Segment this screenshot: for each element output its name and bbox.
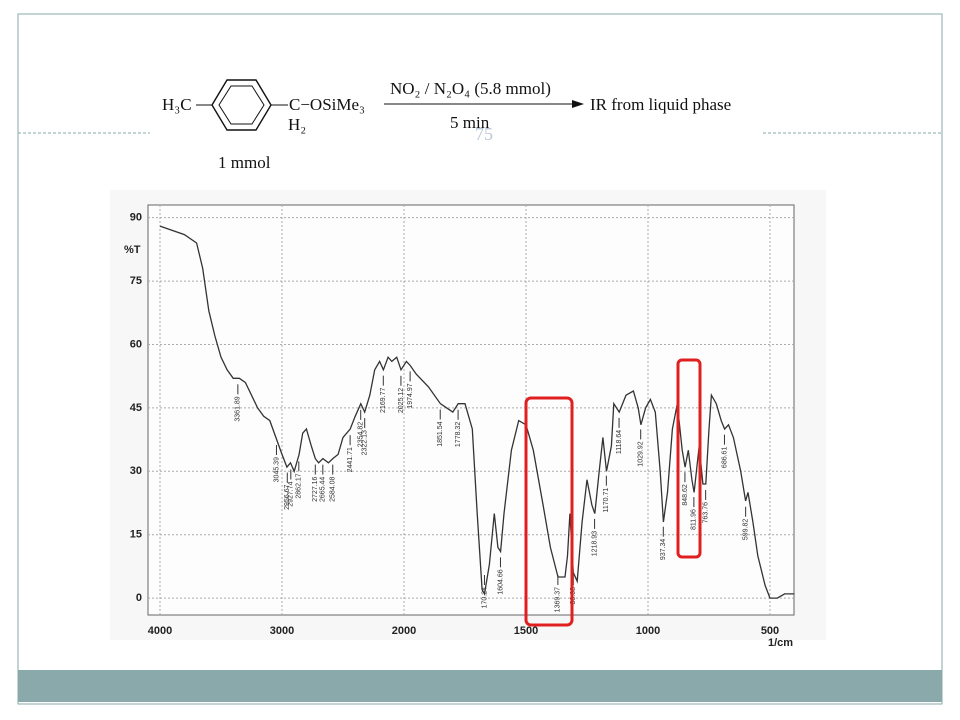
peak-label: 36.08 [570,587,577,605]
amount: 1 mmol [218,153,271,172]
spectrum-line [159,225,795,599]
peak-label: 2441.71 [347,447,354,472]
reactant: H₃C [162,95,192,114]
highlight-box [524,396,574,627]
peak-label: 937.34 [660,539,667,561]
peak-label: 2927.74 [288,481,295,506]
x-tick-label: 1500 [514,625,538,637]
product: IR from liquid phase [590,95,731,114]
peak-label: 1778.32 [455,422,462,447]
peak-label: 3361.89 [235,396,242,421]
peak-label: 3045.39 [273,457,280,482]
peak-label: 2025.12 [398,388,405,413]
peak-label: 599.82 [742,519,749,541]
y-tick-label: 60 [130,338,142,350]
peak-label: 2584.08 [330,477,337,502]
peak-label: 1118.64 [616,430,623,454]
peak-label: 811.96 [691,509,698,530]
peak-label: 2862.17 [296,473,303,498]
x-tick-label: 2000 [392,625,416,637]
y-axis-label: %T [124,244,141,256]
peak-label: 1029.92 [638,441,645,466]
peak-label: 2354.82 [358,422,365,447]
time: 5 min [450,113,490,132]
arrow-head [572,100,584,108]
y-tick-label: 30 [130,465,142,477]
peak-label: 1604.66 [497,569,504,594]
peak-label: 1974.97 [407,383,414,408]
highlight-box [676,358,702,559]
y-tick-label: 90 [130,212,142,224]
peak-label: 1851.54 [437,421,444,446]
x-axis-label: 1/cm [768,637,793,649]
peak-label: 2956.67 [284,484,291,509]
x-tick-label: 1000 [636,625,660,637]
peak-label: 1170.71 [603,488,610,513]
reagent: NO₂ / N₂O₄ (5.8 mmol) [390,79,551,98]
y-tick-label: 45 [130,402,142,414]
plot-area [147,204,795,616]
group: C−OSiMe₃ [289,95,365,114]
peak-label: 763.76 [702,502,709,524]
peak-label: 686.61 [721,447,728,469]
peak-label: 1369.37 [555,587,562,612]
page-number: 75 [475,124,493,144]
peak-label: 2665.44 [320,477,327,502]
scheme-bg [150,70,762,180]
footer-band [18,670,942,702]
y-tick-label: 75 [130,275,142,287]
peak-label: 2727.16 [312,476,319,501]
x-tick-label: 3000 [270,625,294,637]
y-tick-label: 0 [136,592,142,604]
benzene-inner [218,85,265,125]
peak-label: 848.62 [682,484,689,506]
ch2: H₂ [288,115,306,134]
peak-label: 2169.77 [380,388,387,413]
x-tick-label: 4000 [148,625,172,637]
peak-label: 1218.93 [591,531,598,556]
peak-label: 170.24 [481,587,488,609]
y-tick-label: 15 [130,529,142,541]
peak-label: 2322.13 [362,430,369,455]
x-tick-label: 500 [761,625,779,637]
